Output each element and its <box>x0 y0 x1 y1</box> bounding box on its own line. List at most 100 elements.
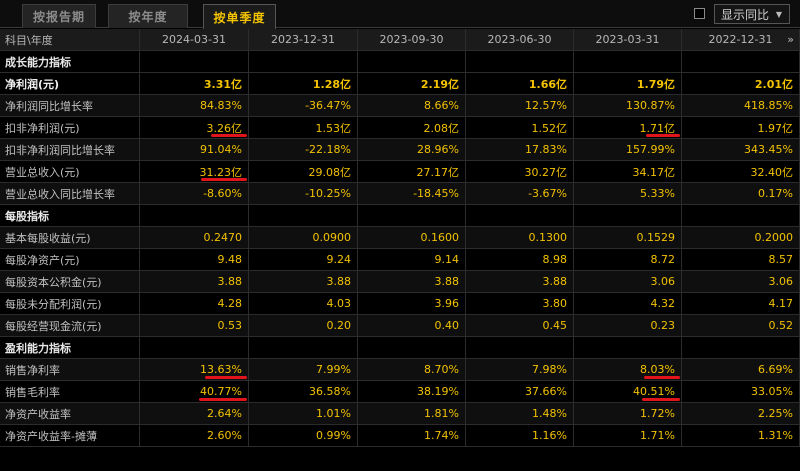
header-corner-label: 科目\年度 <box>0 29 140 51</box>
table-cell <box>682 337 800 359</box>
table-cell: 34.17亿 <box>574 161 682 183</box>
table-row[interactable]: 基本每股收益(元) 0.2470 0.0900 0.1600 0.1300 0.1529 0… <box>0 227 800 249</box>
table-cell: 3.06 <box>574 271 682 293</box>
table-row[interactable]: 销售毛利率 40.77% 36.58% 38.19% 37.66% 40.51% 33.05… <box>0 381 800 403</box>
red-underline-annotation <box>199 398 247 401</box>
column-header: 2022-12-31 <box>682 29 800 51</box>
table-row[interactable]: 营业总收入同比增长率 -8.60% -10.25% -18.45% -3.67% 5.33… <box>0 183 800 205</box>
table-cell: 0.23 <box>574 315 682 337</box>
red-underline-annotation <box>644 376 680 379</box>
table-row[interactable]: 净利润同比增长率 84.83% -36.47% 8.66% 12.57% 130.87% 4… <box>0 95 800 117</box>
table-cell <box>358 205 466 227</box>
tab-by-quarter[interactable]: 按单季度 <box>203 4 276 29</box>
table-cell: 1.74% <box>358 425 466 447</box>
table-cell <box>140 51 249 73</box>
table-row[interactable]: 每股资本公积金(元) 3.88 3.88 3.88 3.88 3.06 3.06 <box>0 271 800 293</box>
table-cell: 3.88 <box>140 271 249 293</box>
table-cell: 1.79亿 <box>574 73 682 95</box>
table-cell <box>466 205 574 227</box>
row-label: 营业总收入(元) <box>0 161 140 183</box>
table-cell: 4.28 <box>140 293 249 315</box>
red-underline-annotation <box>211 134 247 137</box>
table-cell <box>574 205 682 227</box>
compare-checkbox[interactable] <box>694 8 705 19</box>
table-cell: 8.72 <box>574 249 682 271</box>
row-label: 销售毛利率 <box>0 381 140 403</box>
table-cell: 3.31亿 <box>140 73 249 95</box>
row-label: 净利润同比增长率 <box>0 95 140 117</box>
table-cell: 40.51% <box>574 381 682 403</box>
table-cell: 1.52亿 <box>466 117 574 139</box>
table-cell: 1.28亿 <box>249 73 358 95</box>
section-row[interactable]: 成长能力指标 <box>0 51 800 73</box>
more-columns-icon[interactable]: » <box>787 33 794 46</box>
table-cell: 1.97亿 <box>682 117 800 139</box>
table-row[interactable]: 扣非净利润(元) 3.26亿 1.53亿 2.08亿 1.52亿 1.71亿 1.97亿 <box>0 117 800 139</box>
table-cell <box>249 205 358 227</box>
section-row[interactable]: 每股指标 <box>0 205 800 227</box>
table-header: 科目\年度 2024-03-31 2023-12-31 2023-09-30 2023-… <box>0 29 800 51</box>
row-label: 每股净资产(元) <box>0 249 140 271</box>
table-row[interactable]: 销售净利率 13.63% 7.99% 8.70% 7.98% 8.03% 6.69% <box>0 359 800 381</box>
tab-label: 按年度 <box>128 10 168 24</box>
red-underline-annotation <box>201 178 247 181</box>
tab-bar: 按报告期 按年度 按单季度 显示同比 ▼ <box>0 0 800 29</box>
table-cell: 8.66% <box>358 95 466 117</box>
table-cell: 12.57% <box>466 95 574 117</box>
table-row[interactable]: 每股净资产(元) 9.48 9.24 9.14 8.98 8.72 8.57 <box>0 249 800 271</box>
column-header: 2023-09-30 <box>358 29 466 51</box>
table-cell: 0.17% <box>682 183 800 205</box>
table-cell: 28.96% <box>358 139 466 161</box>
table-cell: 38.19% <box>358 381 466 403</box>
table-row[interactable]: 扣非净利润同比增长率 91.04% -22.18% 28.96% 17.83% 157.9… <box>0 139 800 161</box>
table-cell: 1.72% <box>574 403 682 425</box>
table-cell: 0.1600 <box>358 227 466 249</box>
table-cell: 37.66% <box>466 381 574 403</box>
table-cell: 2.60% <box>140 425 249 447</box>
table-cell: 91.04% <box>140 139 249 161</box>
table-cell: 4.32 <box>574 293 682 315</box>
chevron-down-icon: ▼ <box>775 9 783 19</box>
table-cell: 1.16% <box>466 425 574 447</box>
table-row[interactable]: 每股经营现金流(元) 0.53 0.20 0.40 0.45 0.23 0.52 <box>0 315 800 337</box>
table-cell: 9.24 <box>249 249 358 271</box>
table-cell: 2.01亿 <box>682 73 800 95</box>
table-cell: 17.83% <box>466 139 574 161</box>
row-label: 每股未分配利润(元) <box>0 293 140 315</box>
table-cell: 0.53 <box>140 315 249 337</box>
table-cell: 7.99% <box>249 359 358 381</box>
table-row[interactable]: 净资产收益率-摊薄 2.60% 0.99% 1.74% 1.16% 1.71% 1.31% <box>0 425 800 447</box>
table-cell: 8.98 <box>466 249 574 271</box>
red-underline-annotation <box>205 376 247 379</box>
section-row[interactable]: 盈利能力指标 <box>0 337 800 359</box>
table-cell: -8.60% <box>140 183 249 205</box>
compare-dropdown[interactable]: 显示同比 ▼ <box>714 4 790 24</box>
table-row[interactable]: 每股未分配利润(元) 4.28 4.03 3.96 3.80 4.32 4.17 <box>0 293 800 315</box>
table-cell: 1.66亿 <box>466 73 574 95</box>
tab-by-report-period[interactable]: 按报告期 <box>22 4 96 28</box>
table-cell: 9.48 <box>140 249 249 271</box>
table-cell: 3.88 <box>358 271 466 293</box>
table-cell: 3.88 <box>249 271 358 293</box>
table-cell: 1.71% <box>574 425 682 447</box>
table-cell: 1.53亿 <box>249 117 358 139</box>
table-cell: 5.33% <box>574 183 682 205</box>
table-cell: 1.48% <box>466 403 574 425</box>
table-cell: 8.03% <box>574 359 682 381</box>
column-header: 2023-03-31 <box>574 29 682 51</box>
table-row[interactable]: 净资产收益率 2.64% 1.01% 1.81% 1.48% 1.72% 2.25% <box>0 403 800 425</box>
table-cell: 3.26亿 <box>140 117 249 139</box>
tab-label: 按报告期 <box>32 10 85 24</box>
column-header: 2024-03-31 <box>140 29 249 51</box>
table-cell: 2.25% <box>682 403 800 425</box>
table-cell: -22.18% <box>249 139 358 161</box>
table-cell: 0.52 <box>682 315 800 337</box>
tab-by-year[interactable]: 按年度 <box>108 4 188 28</box>
table-row[interactable]: 净利润(元) 3.31亿 1.28亿 2.19亿 1.66亿 1.79亿 2.01亿 <box>0 73 800 95</box>
table-row[interactable]: 营业总收入(元) 31.23亿 29.08亿 27.17亿 30.27亿 34.17亿 32… <box>0 161 800 183</box>
table-cell: 0.99% <box>249 425 358 447</box>
table-cell <box>574 51 682 73</box>
table-cell: 0.0900 <box>249 227 358 249</box>
table-cell: 0.1529 <box>574 227 682 249</box>
table-cell: 0.1300 <box>466 227 574 249</box>
